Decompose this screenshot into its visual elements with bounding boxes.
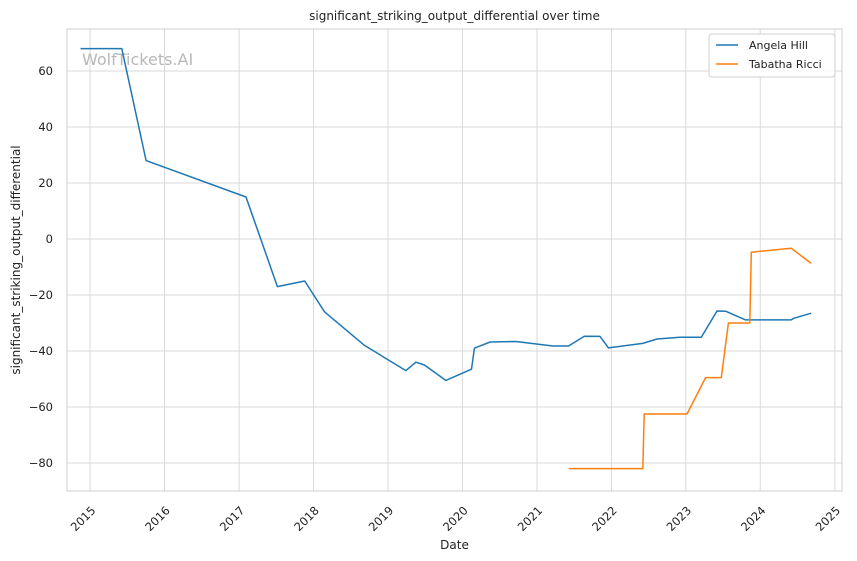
series-line [568, 247, 812, 470]
y-axis-title: significant_striking_output_differential [9, 145, 23, 374]
watermark: WolfTickets.AI [82, 50, 193, 69]
y-tick-label: −40 [29, 344, 53, 358]
legend: Angela Hill Tabatha Ricci [708, 33, 836, 78]
y-tick-label: 40 [38, 120, 53, 134]
y-tick-label: −60 [29, 400, 53, 414]
x-axis: 2015 2016 2017 2018 2019 2020 2021 2022 2023 2024… [68, 503, 843, 534]
y-tick-label: 0 [46, 232, 53, 246]
series-layer [80, 47, 812, 470]
plot-frame [66, 28, 843, 492]
y-tick-label: −80 [29, 456, 53, 470]
x-axis-title: Date [440, 538, 469, 552]
y-tick-label: 20 [38, 176, 53, 190]
y-tick-label: 60 [38, 64, 53, 78]
y-axis: 60 40 20 0 −20 −40 −60 −80 [29, 64, 53, 470]
legend-label: Angela Hill [749, 39, 808, 52]
grid [67, 29, 842, 491]
legend-label: Tabatha Ricci [748, 58, 822, 71]
y-tick-label: −20 [29, 288, 53, 302]
legend-box [708, 33, 836, 78]
chart-title: significant_striking_output_differential… [309, 9, 600, 23]
series-line [80, 47, 812, 382]
